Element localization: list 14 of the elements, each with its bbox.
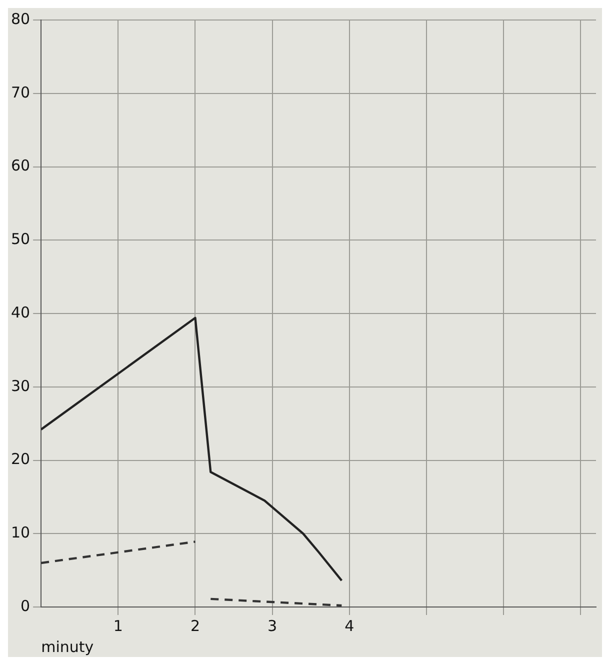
y-tick-label: 80 [10,10,30,28]
y-tick-label: 30 [10,376,30,395]
y-tick-label: 50 [10,230,30,248]
x-tick-label: 4 [344,616,354,635]
y-tick-label: 20 [10,450,30,468]
x-tick-label: 2 [190,616,200,635]
x-tick-label: 1 [113,616,123,635]
y-tick-label: 10 [10,524,30,542]
x-tick-label: 3 [268,616,278,635]
y-tick-label: 70 [10,83,30,102]
y-tick-label: 0 [20,596,30,615]
y-tick-label: 60 [10,156,30,175]
x-axis-title: minuty [41,638,94,656]
y-tick-label: 40 [10,303,30,322]
